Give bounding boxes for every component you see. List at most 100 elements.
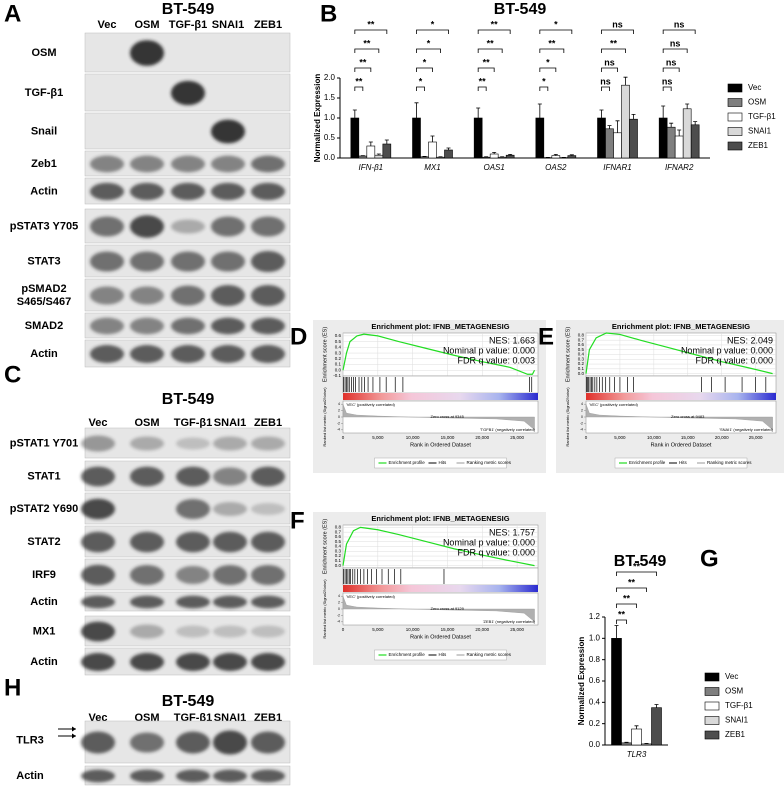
error-bar bbox=[693, 121, 698, 125]
y-tick-label: 0.8 bbox=[578, 333, 585, 338]
blot-band bbox=[130, 436, 164, 451]
bar bbox=[412, 117, 421, 159]
enrichment-curve bbox=[585, 332, 773, 375]
bar bbox=[690, 124, 700, 159]
y-tick-label: 0.8 bbox=[335, 525, 342, 530]
y-tick-label: 0.1 bbox=[578, 366, 585, 371]
blot-band bbox=[211, 284, 245, 307]
stat-text: NES: 2.049 bbox=[727, 335, 773, 345]
panel-letter: H bbox=[4, 674, 21, 701]
blot-band bbox=[176, 769, 210, 783]
lane-label: Vec bbox=[98, 19, 117, 31]
blot-band bbox=[81, 466, 115, 487]
row-label: Actin bbox=[30, 596, 58, 608]
legend-label: SNAI1 bbox=[748, 127, 772, 136]
blot-band bbox=[130, 769, 164, 783]
y-tick-label: 0.4 bbox=[578, 352, 585, 357]
panel-letter: E bbox=[538, 323, 554, 350]
significance-bracket bbox=[662, 86, 672, 91]
lane-label: OSM bbox=[134, 417, 159, 429]
legend-swatch bbox=[727, 98, 743, 107]
y-tick-label: 0.0 bbox=[335, 367, 342, 372]
blot-band bbox=[176, 566, 210, 584]
legend-label: TGF-β1 bbox=[725, 701, 753, 710]
panel-letter: D bbox=[290, 323, 307, 350]
legend-swatch bbox=[704, 687, 720, 696]
significance-bracket bbox=[477, 48, 503, 53]
metric-area bbox=[342, 596, 535, 623]
y-axis-label: Ranked list metric (Signal2Noise) bbox=[565, 387, 570, 447]
significance-bracket bbox=[416, 86, 425, 91]
blot-band bbox=[211, 155, 245, 173]
blot-band bbox=[213, 625, 247, 638]
panel-title: BT-549 bbox=[162, 693, 215, 710]
row-label: OSM bbox=[31, 47, 56, 59]
significance-bracket bbox=[616, 603, 637, 608]
panel-title: BT-549 bbox=[162, 391, 215, 408]
x-tick-label: 15,000 bbox=[441, 435, 455, 440]
lane-label: TGF-β1 bbox=[169, 19, 208, 31]
bar bbox=[358, 155, 368, 159]
blot-band bbox=[211, 216, 245, 237]
significance-bracket bbox=[662, 67, 680, 72]
significance-label: * bbox=[419, 76, 423, 86]
blot-band bbox=[251, 531, 285, 553]
significance-bracket bbox=[477, 29, 511, 34]
blot-band bbox=[251, 565, 285, 585]
error-bar bbox=[623, 76, 628, 86]
row-label: S465/S467 bbox=[17, 296, 71, 308]
y-tick-label: 0.1 bbox=[335, 558, 342, 563]
blot-band bbox=[130, 565, 164, 585]
y-tick-label: 1.0 bbox=[324, 113, 336, 122]
significance-bracket bbox=[354, 86, 364, 91]
y-tick-label: 0.0 bbox=[335, 563, 342, 568]
error-bar bbox=[661, 105, 666, 118]
blot-band bbox=[171, 219, 205, 234]
stat-text: NES: 1.663 bbox=[489, 335, 535, 345]
lane-label: SNAI1 bbox=[214, 417, 246, 429]
legend-label: Hits bbox=[679, 460, 687, 465]
blot-band bbox=[130, 40, 164, 66]
error-bar bbox=[685, 103, 690, 109]
significance-bracket bbox=[416, 29, 449, 34]
blot-band bbox=[251, 155, 285, 173]
legend-label: Enrichment profile bbox=[629, 460, 666, 465]
y-tick-label: 0.4 bbox=[335, 345, 342, 350]
y-tick-label: 0.6 bbox=[335, 333, 342, 338]
y-tick-label: 0.5 bbox=[324, 133, 336, 142]
row-label: Actin bbox=[30, 656, 58, 668]
blot-band bbox=[176, 731, 210, 754]
chart-title: Enrichment plot: IFNB_METAGENESIG bbox=[371, 514, 509, 523]
bar bbox=[489, 153, 499, 159]
significance-bracket bbox=[662, 29, 696, 34]
significance-label: ** bbox=[491, 19, 499, 29]
significance-label: ** bbox=[628, 577, 636, 587]
error-bar bbox=[376, 153, 381, 156]
x-tick-label: IFN-β1 bbox=[359, 163, 384, 172]
significance-label: ** bbox=[355, 76, 363, 86]
legend-box bbox=[374, 649, 507, 661]
x-tick-label: 20,000 bbox=[475, 435, 489, 440]
blot-band bbox=[81, 498, 115, 520]
legend-swatch bbox=[704, 672, 720, 682]
hits-plot bbox=[342, 567, 539, 586]
row-label: TLR3 bbox=[16, 734, 44, 746]
x-tick-label: 10,000 bbox=[647, 435, 661, 440]
significance-bracket bbox=[539, 48, 565, 53]
metric-tick-label: 4 bbox=[581, 402, 583, 406]
error-bar bbox=[654, 704, 659, 708]
hits-plot bbox=[342, 375, 539, 394]
blot-band bbox=[251, 345, 285, 363]
legend-label: ZEB1 bbox=[725, 730, 746, 739]
bar bbox=[473, 117, 483, 159]
y-tick-label: 0.6 bbox=[335, 534, 342, 539]
x-tick-label: 20,000 bbox=[715, 435, 729, 440]
blot-band bbox=[171, 155, 205, 173]
y-tick-label: 0.4 bbox=[335, 544, 342, 549]
significance-label: * bbox=[546, 57, 550, 67]
legend-label: Enrichment profile bbox=[389, 652, 426, 657]
blot-band bbox=[81, 564, 115, 586]
y-tick-label: -0.1 bbox=[333, 373, 341, 378]
lane-label: OSM bbox=[134, 19, 159, 31]
bar bbox=[631, 728, 642, 746]
